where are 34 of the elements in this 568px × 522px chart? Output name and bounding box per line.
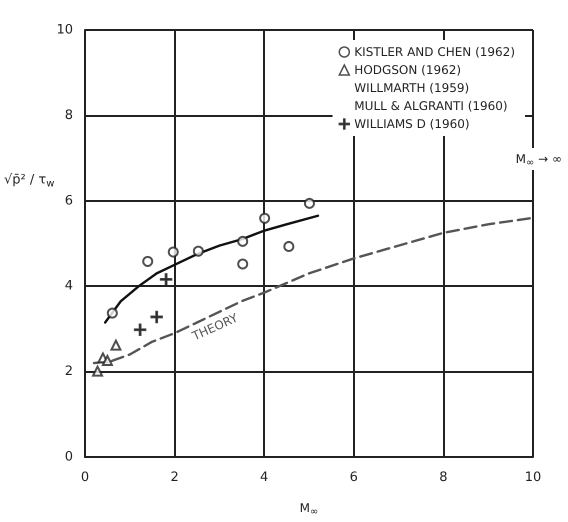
y-tick-label: 6 [64, 193, 73, 208]
point [134, 324, 146, 336]
point [92, 366, 104, 377]
point [283, 240, 294, 252]
point [237, 236, 248, 247]
y-tick-label: 0 [64, 450, 73, 464]
point [102, 355, 113, 366]
legend-label: WILLIAMS D (1960) [354, 117, 470, 131]
y-tick-label: 2 [64, 364, 73, 380]
x-tick-label: 2 [170, 470, 179, 485]
point [150, 310, 163, 324]
point [110, 340, 122, 351]
point [259, 212, 270, 224]
y-tick-label: 8 [64, 108, 73, 123]
x-tick-label: 0 [80, 470, 90, 485]
point [106, 308, 118, 319]
legend-label: HODGSON (1962) [354, 63, 462, 77]
point [192, 246, 204, 257]
legend-label: KISTLER AND CHEN (1962) [354, 45, 516, 59]
annotation: M∞ → ∞ [516, 152, 562, 168]
y-tick-label: 10 [56, 22, 73, 38]
x-tick-label: 8 [439, 470, 448, 485]
x-tick-label: 4 [260, 470, 268, 485]
x-tick-label: 10 [524, 470, 542, 485]
point [160, 273, 172, 286]
point [142, 256, 154, 267]
legend-label: MULL & ALGRANTI (1960) [354, 99, 508, 113]
legend-label: WILLMARTH (1959) [354, 81, 470, 95]
y-tick-label: 4 [64, 278, 73, 294]
point [304, 198, 315, 209]
point [237, 258, 248, 270]
x-axis-title: M∞ [300, 501, 318, 518]
x-tick-label: 6 [350, 470, 358, 485]
point [168, 246, 179, 258]
